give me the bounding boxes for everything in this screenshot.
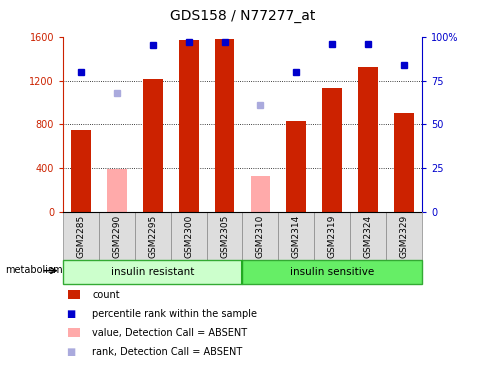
Text: GSM2314: GSM2314 [291,214,300,258]
Bar [99,212,135,260]
Bar [170,212,206,260]
Text: GSM2285: GSM2285 [76,214,85,258]
Text: metabolism: metabolism [5,265,62,275]
Bar [107,169,126,212]
Text: GSM2329: GSM2329 [399,214,408,258]
Text: GSM2305: GSM2305 [220,214,228,258]
Bar [242,260,421,284]
Bar [278,212,314,260]
Bar [349,212,385,260]
Bar [286,121,305,212]
Bar [63,260,242,284]
Text: value, Detection Call = ABSENT: value, Detection Call = ABSENT [92,328,247,338]
Text: count: count [92,290,120,300]
Text: GSM2319: GSM2319 [327,214,336,258]
Text: GSM2324: GSM2324 [363,214,372,258]
Bar [314,212,349,260]
Bar [71,130,91,212]
Bar [250,176,270,212]
Bar [214,39,234,212]
Bar [322,88,341,212]
Bar [143,79,162,212]
Text: GSM2300: GSM2300 [184,214,193,258]
Bar [393,113,413,212]
Text: percentile rank within the sample: percentile rank within the sample [92,309,257,319]
Text: insulin resistant: insulin resistant [111,267,194,277]
Text: ■: ■ [65,309,75,319]
Bar [179,40,198,212]
Bar [358,67,377,212]
Text: insulin sensitive: insulin sensitive [289,267,374,277]
Bar [63,212,99,260]
Bar [135,212,170,260]
Text: rank, Detection Call = ABSENT: rank, Detection Call = ABSENT [92,347,242,357]
Text: GDS158 / N77277_at: GDS158 / N77277_at [169,9,315,23]
Bar [206,212,242,260]
Bar [385,212,421,260]
Text: ■: ■ [65,347,75,357]
Text: GSM2295: GSM2295 [148,214,157,258]
Bar [242,212,278,260]
Text: GSM2290: GSM2290 [112,214,121,258]
Text: GSM2310: GSM2310 [256,214,264,258]
